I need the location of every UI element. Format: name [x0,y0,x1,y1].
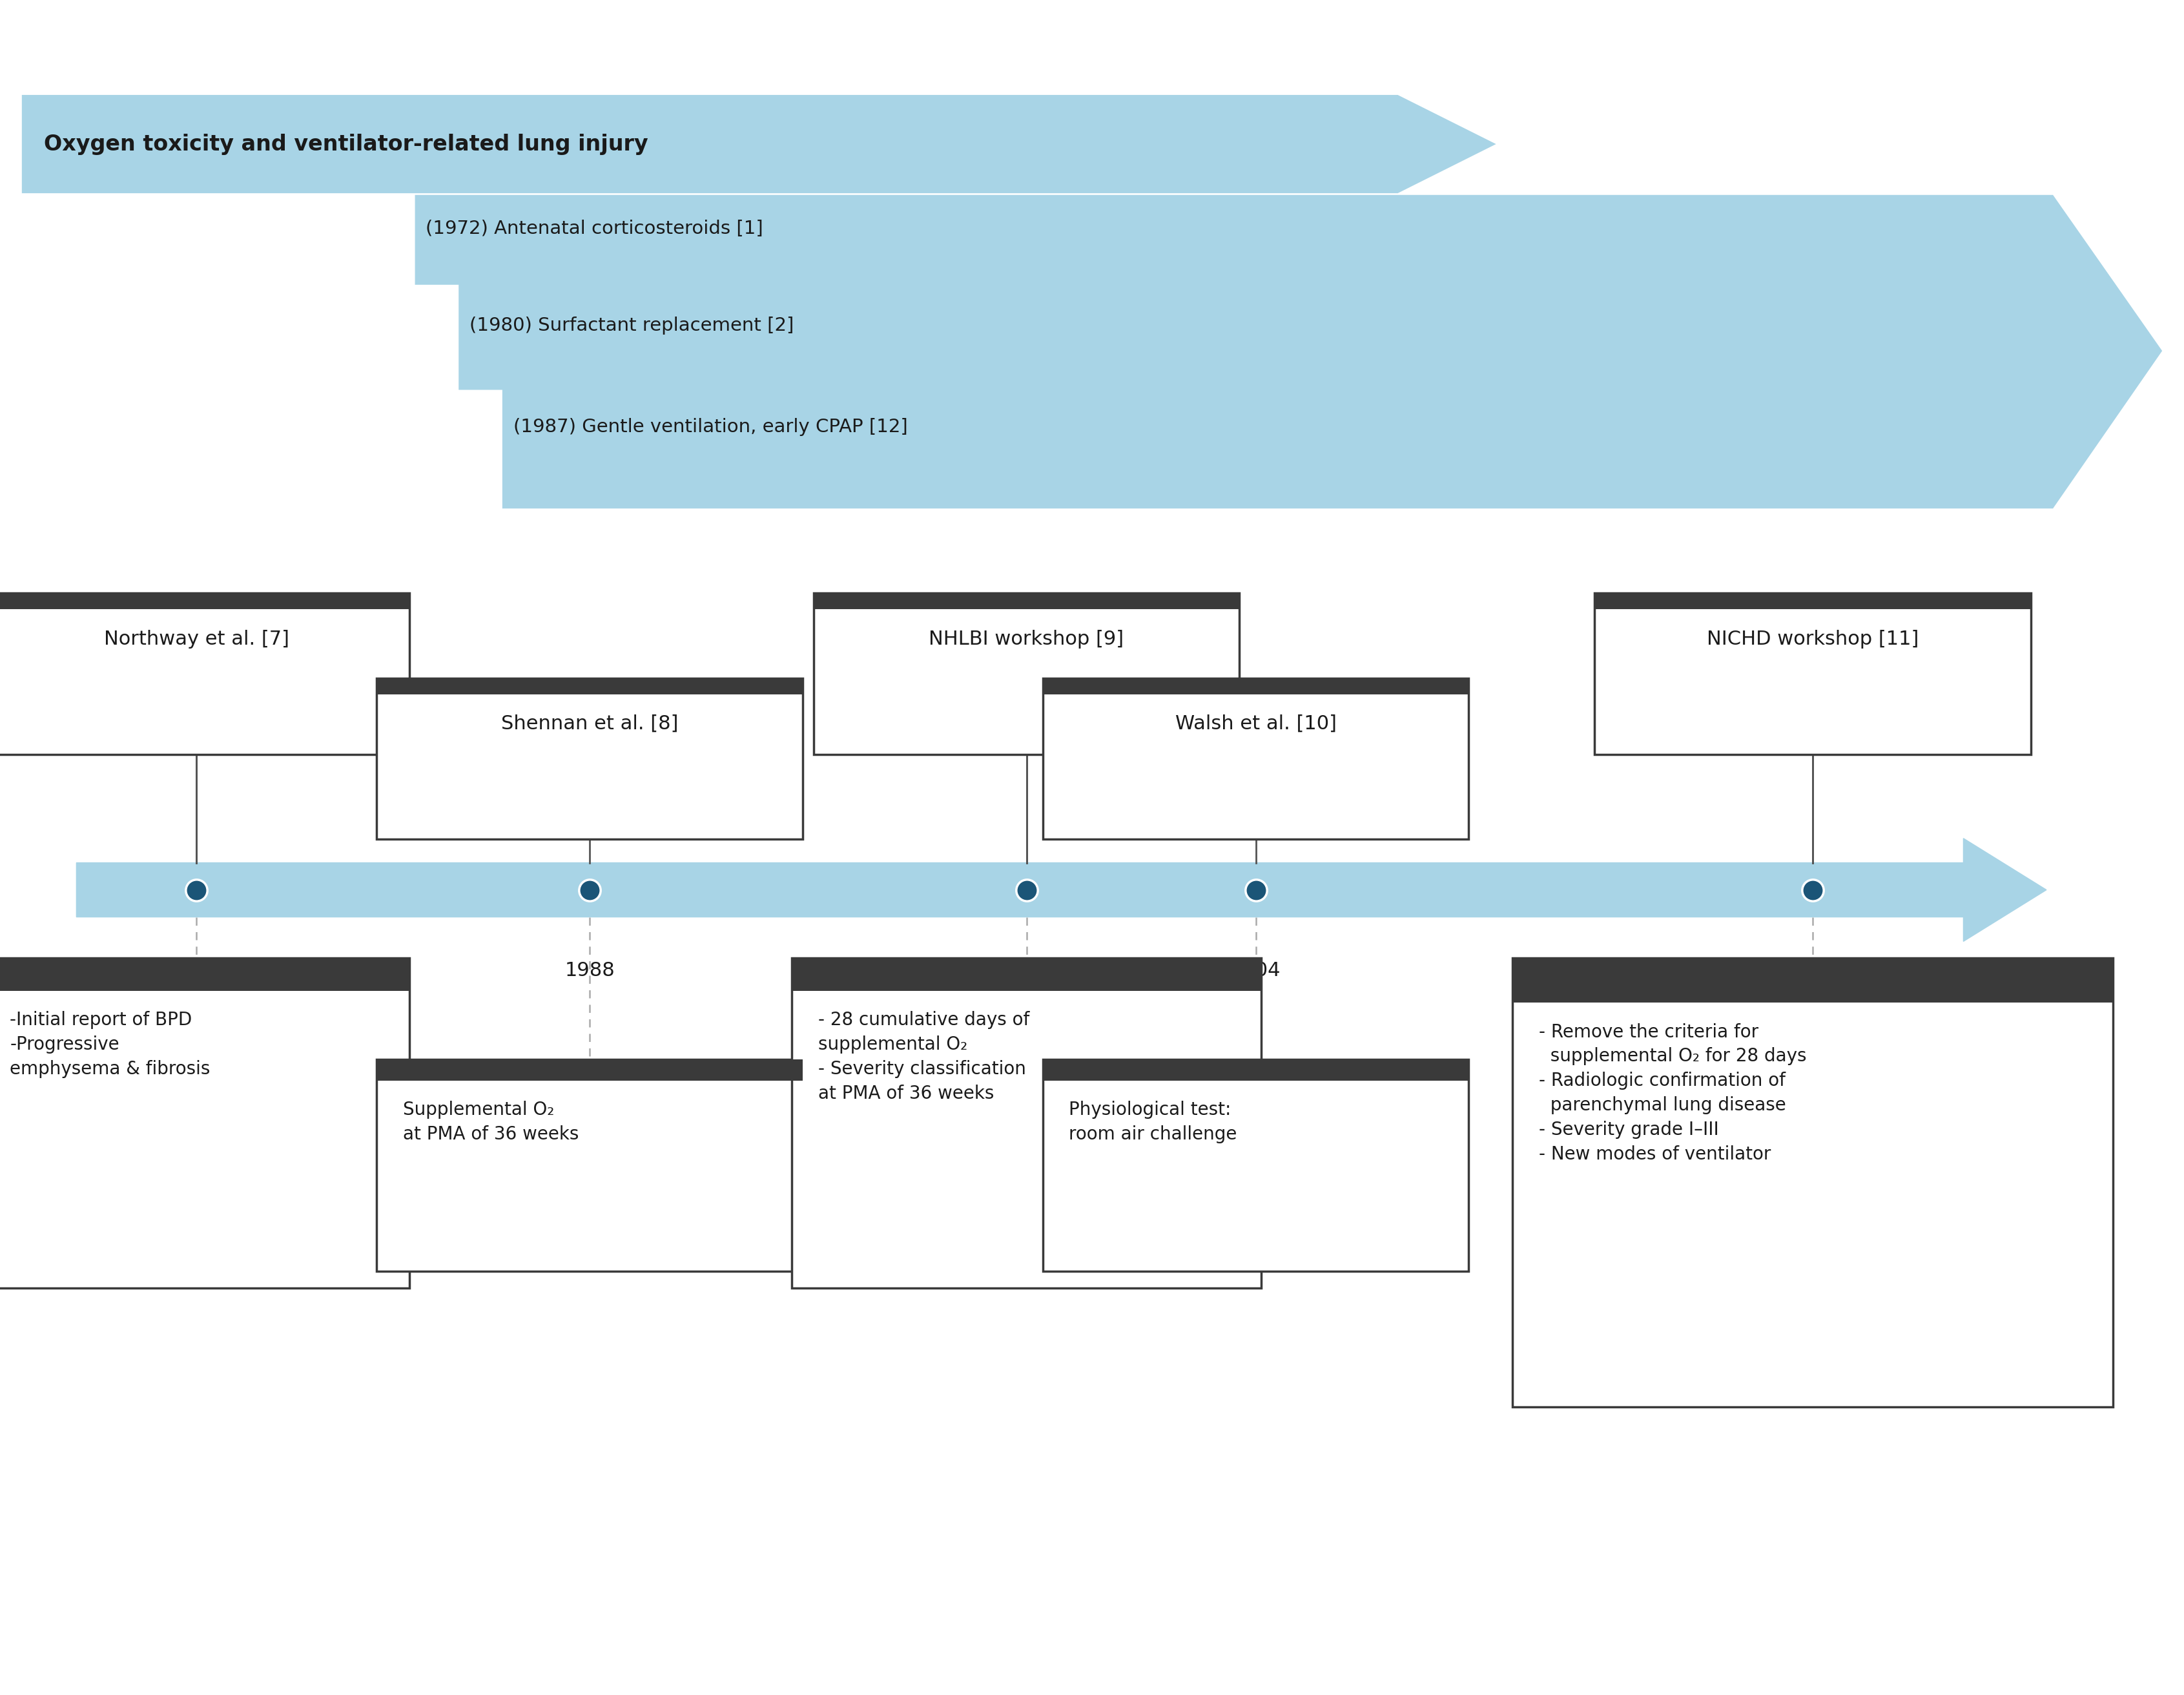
Text: 2004: 2004 [1232,961,1280,980]
Bar [1594,593,2031,609]
Bar [791,958,1262,990]
Bar [0,593,411,754]
Bar [1044,678,1468,839]
Text: NICHD workshop [11]: NICHD workshop [11] [1706,629,1920,649]
Text: (1972) Antenatal corticosteroids [1]: (1972) Antenatal corticosteroids [1] [426,220,764,237]
Text: 1967: 1967 [173,961,221,980]
Bar [812,593,1238,754]
Text: (1980) Surfactant replacement [2]: (1980) Surfactant replacement [2] [470,317,795,334]
Bar [1511,958,2114,1002]
Bar [812,593,1238,609]
Text: - 28 cumulative days of
supplemental O₂
- Severity classification
at PMA of 36 w: - 28 cumulative days of supplemental O₂ … [817,1010,1029,1103]
Text: - Remove the criteria for
  supplemental O₂ for 28 days
- Radiologic confirmatio: - Remove the criteria for supplemental O… [1538,1024,1806,1163]
Text: Northway et al. [7]: Northway et al. [7] [105,629,288,649]
Text: NHLBI workshop [9]: NHLBI workshop [9] [928,629,1125,649]
Text: Supplemental O₂
at PMA of 36 weeks: Supplemental O₂ at PMA of 36 weeks [404,1102,579,1144]
Polygon shape [22,95,1496,193]
Polygon shape [415,195,2162,509]
Bar [1044,1059,1468,1271]
Bar [1511,958,2114,1407]
Bar [0,593,411,609]
Text: Physiological test:
room air challenge: Physiological test: room air challenge [1070,1102,1236,1144]
Bar [378,678,804,839]
Text: 2001: 2001 [1002,961,1051,980]
Bar [378,1059,804,1271]
Bar [1044,1059,1468,1081]
Bar [0,958,411,1288]
Text: -Initial report of BPD
-Progressive
emphysema & fibrosis: -Initial report of BPD -Progressive emph… [9,1010,210,1078]
FancyArrow shape [76,839,2046,941]
Bar [791,958,1262,1288]
Bar [378,678,804,695]
Bar [1044,678,1468,695]
Bar [1594,593,2031,754]
Bar [0,958,411,990]
Text: 1988: 1988 [566,961,614,980]
Text: Oxygen toxicity and ventilator-related lung injury: Oxygen toxicity and ventilator-related l… [44,134,649,154]
Text: 2018: 2018 [1789,961,1837,980]
Text: (1987) Gentle ventilation, early CPAP [12]: (1987) Gentle ventilation, early CPAP [1… [513,419,909,436]
Text: Shennan et al. [8]: Shennan et al. [8] [500,715,679,734]
Text: Walsh et al. [10]: Walsh et al. [10] [1175,715,1337,734]
Bar [378,1059,804,1081]
